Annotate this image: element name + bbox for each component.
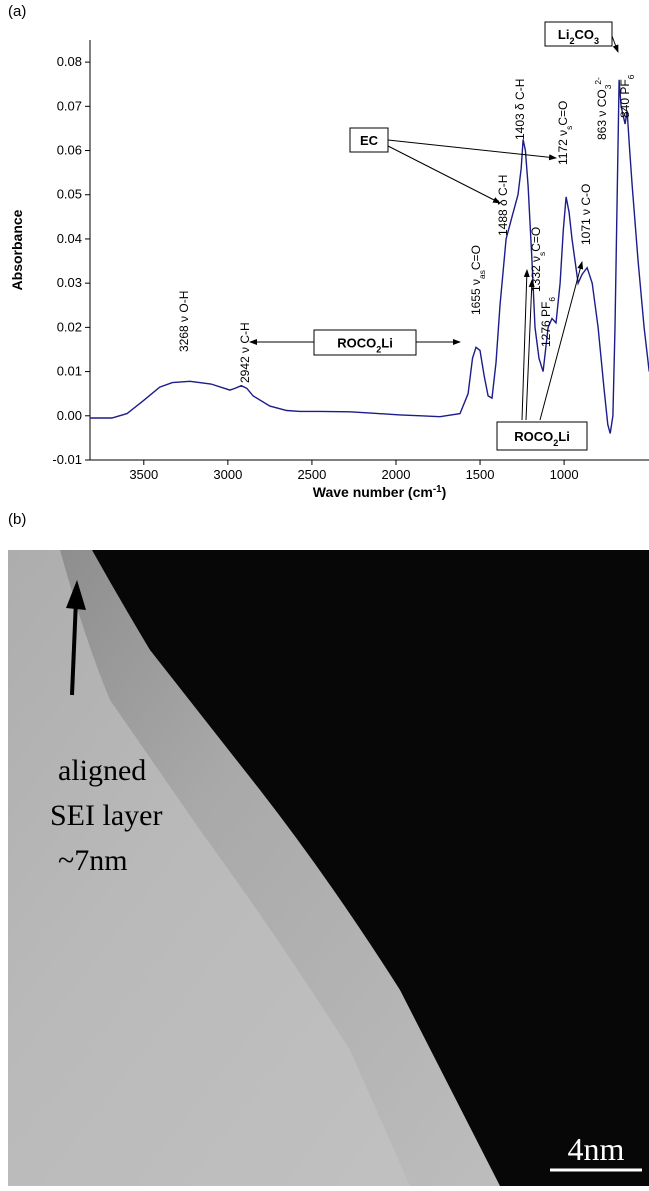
x-tick-label: 2000 bbox=[382, 467, 411, 482]
text-run: 840 PF bbox=[618, 79, 632, 118]
panel-label: (b) bbox=[8, 511, 26, 528]
y-tick-label: 0.03 bbox=[57, 275, 82, 290]
text-run: ROCO bbox=[337, 336, 376, 351]
text-run: 3 bbox=[603, 84, 613, 89]
text-run: 2 bbox=[553, 438, 558, 448]
y-tick-label: 0.05 bbox=[57, 187, 82, 202]
text-run: ) bbox=[442, 484, 447, 500]
peak-annotation: 1403 δ C-H bbox=[513, 79, 527, 140]
callout-label: ROCO2Li bbox=[514, 429, 570, 448]
text-run: s bbox=[564, 126, 574, 130]
text-run: 1403 δ C-H bbox=[513, 79, 527, 140]
text-run: 2 bbox=[569, 36, 574, 46]
callout-label: Li2CO3 bbox=[558, 27, 599, 46]
text-run: C=O bbox=[469, 245, 483, 270]
arrow bbox=[521, 269, 530, 421]
text-run: ROCO bbox=[514, 429, 553, 444]
y-tick-label: 0.08 bbox=[57, 54, 82, 69]
y-tick-label: -0.01 bbox=[52, 452, 82, 467]
x-tick-label: 2500 bbox=[297, 467, 326, 482]
image-annotation: SEI layer bbox=[50, 799, 162, 832]
peak-annotation: 1655 νasC=O bbox=[469, 245, 487, 315]
text-run: Wave number (cm bbox=[313, 484, 433, 500]
bulk-region bbox=[8, 550, 410, 1186]
arrow bbox=[611, 35, 619, 53]
text-run: 1071 ν C-O bbox=[579, 184, 593, 245]
peak-annotation: 1488 δ C-H bbox=[496, 175, 510, 236]
text-run: Li bbox=[381, 336, 393, 351]
text-run: 3268 ν O-H bbox=[177, 291, 191, 352]
text-run: 2- bbox=[593, 77, 603, 85]
x-tick-label: 3000 bbox=[213, 467, 242, 482]
text-run: C=O bbox=[556, 101, 570, 126]
arrow bbox=[525, 279, 535, 421]
x-tick-label: 1500 bbox=[466, 467, 495, 482]
peak-annotation: 1071 ν C-O bbox=[579, 184, 593, 245]
text-run: as bbox=[477, 270, 487, 279]
chart: -0.01 0.00 0.01 0.02 0.03 0.04 0.05 0.06 0.07 0.0… bbox=[9, 21, 649, 501]
peak-annotation: 3268 ν O-H bbox=[177, 291, 191, 352]
x-tick-label: 1000 bbox=[550, 467, 579, 482]
arrow bbox=[387, 139, 557, 161]
y-tick-label: 0.07 bbox=[57, 98, 82, 113]
panel-label: (a) bbox=[8, 3, 26, 20]
scale-bar-label: 4nm bbox=[568, 1131, 625, 1167]
text-run: 1276 PF bbox=[539, 302, 553, 347]
text-run: 6 bbox=[547, 297, 557, 302]
text-run: 863 ν CO bbox=[595, 89, 609, 140]
callout-box bbox=[544, 21, 613, 47]
callout-label: ROCO2Li bbox=[337, 336, 393, 355]
y-axis-title: Absorbance bbox=[9, 209, 25, 290]
spectrum-line bbox=[90, 79, 649, 434]
text-run: EC bbox=[360, 133, 379, 148]
image-arrow bbox=[70, 599, 78, 696]
text-run: Li bbox=[558, 27, 570, 42]
y-tick-label: 0.01 bbox=[57, 364, 82, 379]
text-run: Li bbox=[558, 429, 570, 444]
x-axis-title: Wave number (cm-1) bbox=[313, 484, 446, 501]
text-run: 1172 ν bbox=[556, 130, 570, 165]
image-annotation: ~7nm bbox=[58, 844, 128, 877]
arrows bbox=[249, 35, 619, 421]
text-run: 3 bbox=[594, 36, 599, 46]
image-arrow-head bbox=[66, 580, 86, 610]
text-run: C=O bbox=[529, 227, 543, 252]
x-tick-label: 3500 bbox=[129, 467, 158, 482]
text-run: s bbox=[537, 252, 547, 256]
peak-annotation: 1172 νsC=O bbox=[556, 101, 574, 165]
text-run: 1655 ν bbox=[469, 279, 483, 315]
image-annotation: aligned bbox=[58, 754, 146, 787]
y-tick-label: 0.06 bbox=[57, 143, 82, 158]
text-run: 2942 ν C-H bbox=[238, 322, 252, 383]
y-tick-label: 0.00 bbox=[57, 408, 82, 423]
tem-image: aligned SEI layer ~7nm 4nm bbox=[8, 550, 649, 1186]
y-tick-label: 0.02 bbox=[57, 319, 82, 334]
text-run: 1332 ν bbox=[529, 256, 543, 292]
callout-box bbox=[313, 329, 417, 356]
text-run: CO bbox=[575, 27, 595, 42]
peak-annotation: 2942 ν C-H bbox=[238, 322, 252, 383]
arrow bbox=[539, 261, 584, 421]
text-run: -1 bbox=[433, 484, 442, 495]
text-run: 6 bbox=[626, 74, 636, 79]
peak-annotation: 1276 PF6 bbox=[539, 297, 557, 347]
text-run: 1488 δ C-H bbox=[496, 175, 510, 236]
arrow bbox=[387, 145, 501, 204]
callout-label: EC bbox=[360, 133, 379, 148]
y-tick-label: 0.04 bbox=[57, 231, 82, 246]
text-run: 2 bbox=[376, 345, 381, 355]
callout-box bbox=[496, 421, 588, 451]
peak-annotation: 863 ν CO32- bbox=[593, 77, 613, 140]
peak-annotation: 840 PF6 bbox=[618, 74, 636, 118]
